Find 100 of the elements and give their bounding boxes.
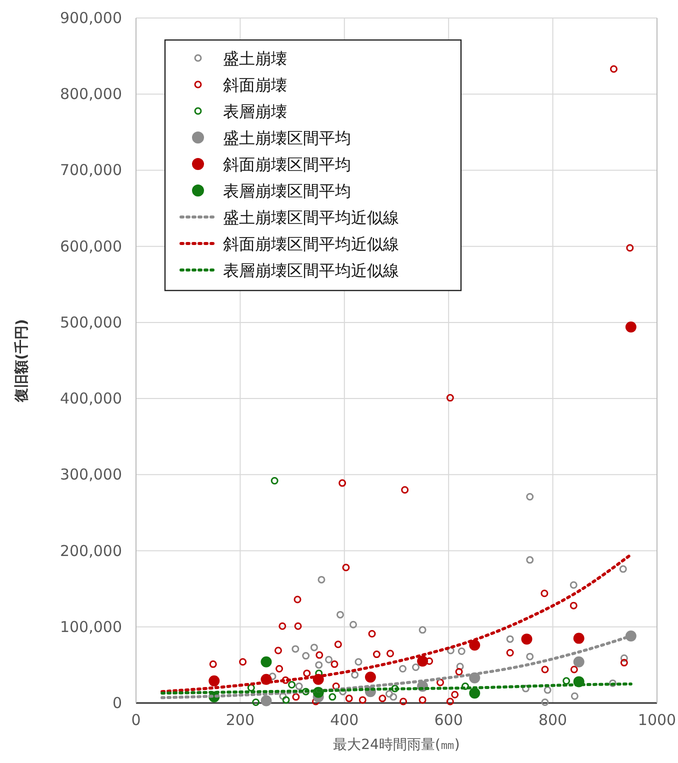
x-tick-label: 0 <box>131 711 141 729</box>
y-tick-label: 300,000 <box>60 466 122 484</box>
point <box>446 646 454 654</box>
point <box>391 684 399 692</box>
point <box>351 671 359 679</box>
point <box>412 663 420 671</box>
legend-label: 表層崩壊 <box>223 102 287 121</box>
point <box>239 658 247 666</box>
point <box>364 672 376 683</box>
line-series <box>160 553 632 694</box>
point <box>570 602 578 610</box>
point <box>455 668 463 676</box>
point <box>390 693 398 701</box>
y-tick-label: 100,000 <box>60 618 122 636</box>
point <box>541 666 549 674</box>
point <box>562 677 570 685</box>
point <box>332 682 340 690</box>
point <box>570 581 578 589</box>
x-axis-title: 最大24時間雨量(㎜) <box>333 737 460 753</box>
point <box>294 596 302 604</box>
point <box>345 694 353 702</box>
point <box>522 684 530 692</box>
point <box>316 651 324 659</box>
y-tick-label: 0 <box>112 694 122 712</box>
x-tick-label: 600 <box>434 711 463 729</box>
point <box>526 556 534 564</box>
point <box>276 665 284 672</box>
point <box>303 670 311 678</box>
point <box>318 576 326 584</box>
point <box>282 696 290 704</box>
point <box>386 650 394 658</box>
point <box>570 692 578 700</box>
point <box>620 658 628 666</box>
point <box>260 695 272 706</box>
point <box>469 688 480 699</box>
point <box>573 632 584 644</box>
point <box>506 635 514 643</box>
point <box>372 650 380 658</box>
point <box>446 698 454 706</box>
point <box>302 652 310 660</box>
point <box>469 640 480 651</box>
legend-label: 表層崩壊区間平均 <box>223 182 351 200</box>
point <box>608 679 616 687</box>
y-tick-label: 500,000 <box>60 313 122 332</box>
point <box>456 662 464 670</box>
y-tick-label: 400,000 <box>60 390 122 408</box>
point <box>208 675 220 686</box>
point <box>350 620 358 628</box>
point <box>310 644 318 652</box>
point <box>328 693 336 701</box>
point <box>570 666 578 674</box>
point <box>541 698 549 706</box>
point <box>342 564 350 572</box>
x-tick-label: 200 <box>226 711 255 729</box>
point <box>526 492 534 500</box>
point <box>325 656 333 664</box>
point <box>270 477 278 485</box>
point <box>399 665 406 672</box>
point <box>315 661 323 669</box>
point <box>368 630 376 638</box>
point <box>451 690 459 698</box>
legend-label: 斜面崩壊区間平均近似線 <box>223 234 399 254</box>
point <box>462 682 470 690</box>
point <box>540 590 548 598</box>
point <box>295 682 303 690</box>
point <box>626 244 634 252</box>
point <box>358 696 366 704</box>
point <box>378 694 386 702</box>
point <box>401 486 409 494</box>
point <box>294 622 302 630</box>
point <box>252 698 260 706</box>
x-tick-label: 800 <box>538 711 568 729</box>
point <box>260 656 272 668</box>
point <box>620 654 628 662</box>
point <box>302 688 310 696</box>
point <box>312 698 320 706</box>
point <box>625 322 636 333</box>
point <box>338 479 346 487</box>
point <box>336 610 344 618</box>
legend-label: 斜面崩壊区間平均 <box>223 155 351 174</box>
point <box>526 652 534 660</box>
x-tick-label: 400 <box>330 711 359 729</box>
point <box>544 686 552 694</box>
point <box>330 660 338 668</box>
point <box>418 626 426 634</box>
point <box>354 658 362 666</box>
point <box>417 656 428 667</box>
point <box>279 692 287 700</box>
y-tick-label: 600,000 <box>60 237 122 256</box>
point <box>247 684 255 692</box>
y-tick-label: 700,000 <box>60 161 122 180</box>
point <box>292 645 300 653</box>
y-tick-label: 200,000 <box>60 542 122 560</box>
point <box>573 656 584 668</box>
point <box>334 640 342 648</box>
point <box>288 680 296 688</box>
point <box>506 649 514 657</box>
legend-label: 盛土崩壊区間平均 <box>223 128 351 148</box>
point <box>521 634 532 645</box>
y-tick-label: 900,000 <box>60 9 122 27</box>
